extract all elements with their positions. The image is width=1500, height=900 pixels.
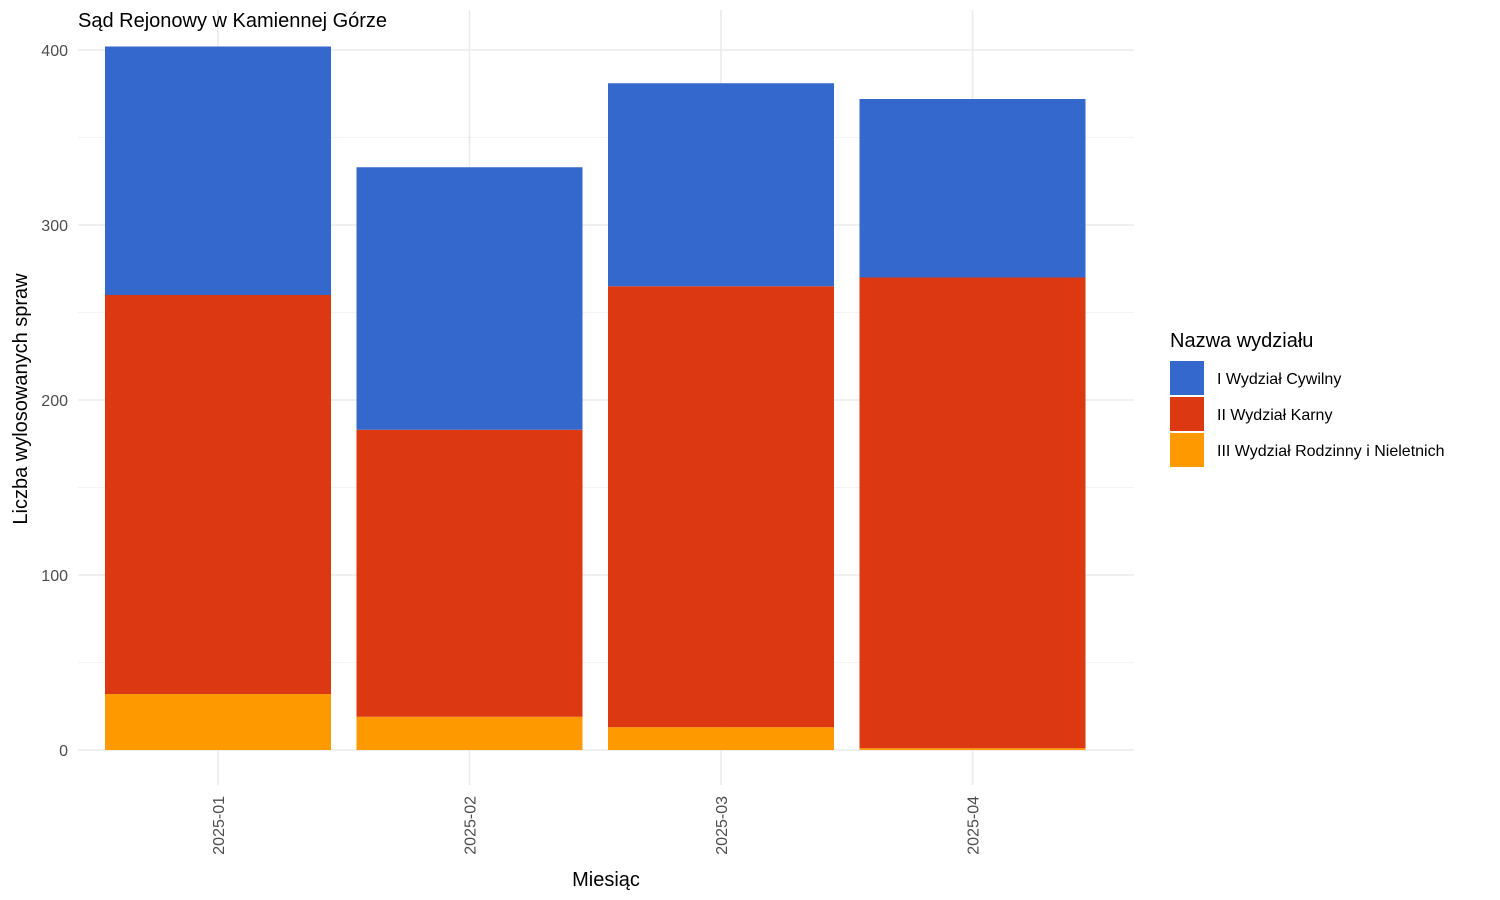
bar-segment <box>356 167 583 430</box>
y-tick-label: 0 <box>59 743 68 760</box>
y-tick-label: 200 <box>41 393 68 410</box>
bar-segment <box>356 429 583 717</box>
bar-segment <box>105 295 331 694</box>
bar-segment <box>105 694 331 750</box>
y-tick-label: 100 <box>41 568 68 585</box>
chart-title: Sąd Rejonowy w Kamiennej Górze <box>78 10 387 32</box>
y-axis-title: Liczba wylosowanych spraw <box>10 273 32 525</box>
legend-label: II Wydział Karny <box>1217 407 1332 424</box>
bar-segment <box>608 286 834 728</box>
legend-label: I Wydział Cywilny <box>1217 371 1341 388</box>
bar-segment <box>859 99 1086 278</box>
bar-segment <box>105 46 331 295</box>
x-tick-label: 2025-01 <box>211 796 228 855</box>
x-tick-label: 2025-03 <box>714 796 731 855</box>
x-axis-ticks: 2025-01 2025-02 2025-03 2025-04 <box>211 796 983 855</box>
y-axis-ticks: 0 100 200 300 400 <box>41 43 68 760</box>
bar-segment <box>859 277 1086 749</box>
y-tick-label: 400 <box>41 43 68 60</box>
y-tick-label: 300 <box>41 218 68 235</box>
legend-swatch <box>1170 433 1204 467</box>
legend-title: Nazwa wydziału <box>1170 330 1313 352</box>
x-tick-label: 2025-04 <box>966 796 983 855</box>
x-tick-label: 2025-02 <box>463 796 480 855</box>
legend-swatch <box>1170 361 1204 395</box>
bar-segment <box>356 716 583 750</box>
legend-items: I Wydział Cywilny II Wydział Karny III Wyd… <box>1170 361 1445 467</box>
legend: Nazwa wydziału I Wydział Cywilny II Wydzi… <box>1170 330 1445 467</box>
bar-segment <box>608 727 834 750</box>
legend-swatch <box>1170 397 1204 431</box>
bars <box>105 46 1086 750</box>
x-axis-title: Miesiąc <box>572 869 640 891</box>
bar-segment <box>608 83 834 287</box>
legend-label: III Wydział Rodzinny i Nieletnich <box>1217 443 1445 460</box>
bar-segment <box>859 748 1086 750</box>
